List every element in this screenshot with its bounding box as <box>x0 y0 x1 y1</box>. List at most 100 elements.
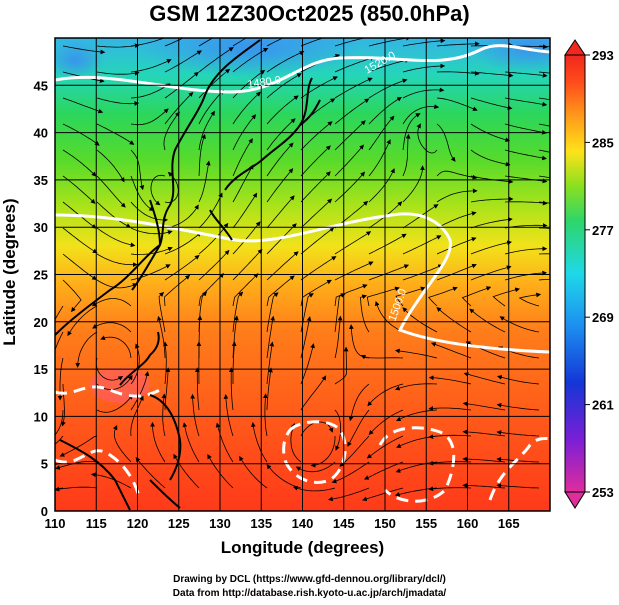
streamline <box>538 45 550 48</box>
streamline <box>266 168 294 203</box>
streamline <box>436 170 478 180</box>
streamline <box>436 71 480 76</box>
streamline <box>470 123 511 143</box>
streamline <box>164 231 202 255</box>
streamline <box>96 97 140 106</box>
streamline <box>62 123 100 146</box>
streamline <box>232 291 244 333</box>
streamline <box>164 254 200 281</box>
streamline <box>310 436 336 468</box>
streamline <box>266 341 275 385</box>
streamline <box>96 175 126 208</box>
credit-data: Data from http://database.rish.kyoto-u.a… <box>172 588 447 599</box>
colorbar-tick-label: 293 <box>592 48 614 63</box>
streamline <box>198 68 231 99</box>
colorbar-tick-label: 253 <box>592 485 614 500</box>
streamline <box>157 315 166 359</box>
streamline <box>198 133 206 177</box>
streamline <box>470 149 511 167</box>
streamline <box>334 171 366 203</box>
streamline <box>61 383 66 427</box>
streamline <box>300 227 335 255</box>
streamline <box>100 335 132 359</box>
plot-frame <box>54 37 551 512</box>
lat-lon-grid <box>54 38 550 512</box>
streamline <box>163 111 180 151</box>
streamline <box>368 264 410 281</box>
streamline <box>59 435 98 457</box>
x-tick-label: 110 <box>45 516 66 531</box>
streamline <box>374 300 404 333</box>
streamline <box>348 383 370 422</box>
streamline <box>394 348 438 359</box>
x-tick-label: 140 <box>292 516 314 531</box>
streamline <box>496 402 540 411</box>
streamline <box>232 315 239 359</box>
streamline <box>402 63 446 73</box>
streamline <box>198 249 230 281</box>
colorbar: 293 285 277 269 261 253 <box>564 39 614 509</box>
streamline <box>366 286 400 307</box>
y-tick-label: 25 <box>34 268 48 283</box>
y-tick-label: 20 <box>34 315 48 330</box>
streamline <box>164 38 185 47</box>
streamline <box>504 270 548 281</box>
x-tick-label: 150 <box>374 516 396 531</box>
streamline <box>339 435 370 467</box>
streamline <box>198 273 225 307</box>
streamline <box>428 434 472 440</box>
streamline <box>182 422 200 463</box>
streamline <box>266 51 305 73</box>
wind-streamlines <box>55 38 550 502</box>
streamline <box>231 341 237 384</box>
streamline <box>470 97 513 111</box>
y-axis-label: Latitude (degrees) <box>0 198 19 346</box>
streamline <box>462 429 506 437</box>
streamline <box>55 331 64 352</box>
streamline <box>62 149 97 177</box>
streamline <box>90 472 132 489</box>
streamline <box>130 175 154 212</box>
streamline <box>368 97 402 125</box>
streamline <box>402 165 425 203</box>
streamline <box>436 211 477 229</box>
streamline <box>164 50 202 73</box>
streamline <box>130 395 144 437</box>
streamline <box>266 95 299 125</box>
streamline <box>428 460 472 466</box>
streamline <box>362 487 404 502</box>
streamline <box>130 371 150 411</box>
streamline <box>538 71 550 74</box>
streamline <box>360 354 404 360</box>
streamline <box>334 284 368 307</box>
streamline <box>266 367 273 411</box>
y-tick-label: 30 <box>34 220 48 235</box>
streamline <box>334 120 366 151</box>
streamline <box>92 322 132 333</box>
streamline <box>327 487 370 502</box>
streamline <box>334 77 373 99</box>
streamline <box>538 123 550 127</box>
y-tick-label: 10 <box>34 409 48 424</box>
streamline <box>223 394 234 437</box>
streamline <box>266 464 302 489</box>
streamline <box>504 149 547 161</box>
streamline <box>402 113 421 151</box>
streamline <box>300 256 337 281</box>
streamline <box>130 343 140 385</box>
streamline <box>300 375 327 411</box>
streamline <box>266 251 299 281</box>
streamline <box>470 71 514 78</box>
streamline <box>492 287 520 307</box>
streamline <box>334 56 376 73</box>
streamline <box>232 138 253 177</box>
x-tick-label: 125 <box>168 516 190 531</box>
streamline <box>150 421 166 463</box>
x-tick-label: 160 <box>457 516 479 531</box>
streamline <box>232 38 248 47</box>
streamline <box>194 367 200 411</box>
streamline <box>499 316 540 333</box>
streamline <box>130 201 168 223</box>
y-tick-label: 15 <box>34 362 48 377</box>
